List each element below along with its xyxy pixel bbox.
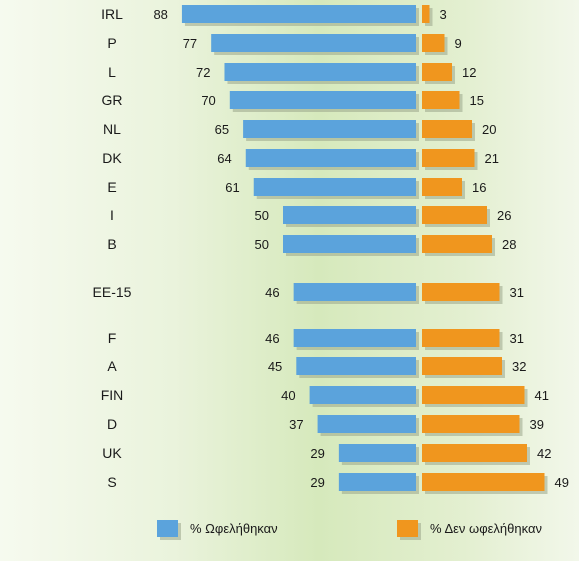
value-label-not-benefited: 20 (482, 122, 496, 137)
country-label: A (107, 358, 117, 374)
country-label: NL (103, 121, 121, 137)
value-label-benefited: 61 (225, 180, 239, 195)
value-label-benefited: 72 (196, 65, 210, 80)
value-label-benefited: 50 (255, 237, 269, 252)
bar-benefited (293, 283, 416, 301)
bar-not-benefited (422, 120, 472, 138)
bar-benefited (253, 178, 416, 196)
bar-not-benefited (422, 178, 462, 196)
country-label: S (107, 474, 116, 490)
value-label-not-benefited: 26 (497, 208, 511, 223)
value-label-benefited: 70 (201, 93, 215, 108)
value-label-not-benefited: 41 (535, 388, 549, 403)
bar-benefited (296, 357, 416, 375)
value-label-benefited: 64 (217, 151, 231, 166)
bar-not-benefited (422, 34, 445, 52)
value-label-benefited: 77 (183, 36, 197, 51)
bar-not-benefited (422, 206, 487, 224)
value-label-benefited: 50 (255, 208, 269, 223)
bar-benefited (224, 63, 416, 81)
bar-not-benefited (422, 5, 430, 23)
legend-swatch-not-benefited (397, 520, 418, 537)
country-label: E (107, 179, 116, 195)
country-label: IRL (101, 6, 123, 22)
bar-not-benefited (422, 386, 525, 404)
bar-benefited (338, 444, 416, 462)
value-label-benefited: 45 (268, 359, 282, 374)
value-label-benefited: 65 (215, 122, 229, 137)
value-label-benefited: 88 (153, 7, 167, 22)
value-label-not-benefited: 21 (485, 151, 499, 166)
bar-benefited (229, 91, 416, 109)
country-label: EE-15 (93, 284, 132, 300)
bar-benefited (211, 34, 416, 52)
bar-not-benefited (422, 357, 502, 375)
country-label: I (110, 207, 114, 223)
value-label-not-benefited: 12 (462, 65, 476, 80)
value-label-not-benefited: 16 (472, 180, 486, 195)
country-label: L (108, 64, 116, 80)
bar-not-benefited (422, 63, 452, 81)
legend-label-not-benefited: % Δεν ωφελήθηκαν (430, 521, 542, 536)
value-label-benefited: 29 (310, 446, 324, 461)
bar-not-benefited (422, 444, 527, 462)
legend-label-benefited: % Ωφελήθηκαν (190, 521, 278, 536)
bar-benefited (338, 473, 416, 491)
country-label: UK (102, 445, 122, 461)
value-label-benefited: 29 (310, 475, 324, 490)
value-label-benefited: 40 (281, 388, 295, 403)
bar-not-benefited (422, 149, 475, 167)
value-label-not-benefited: 39 (530, 417, 544, 432)
value-label-not-benefited: 31 (510, 285, 524, 300)
bar-benefited (293, 329, 416, 347)
value-label-not-benefited: 9 (455, 36, 462, 51)
bar-benefited (243, 120, 416, 138)
country-label: D (107, 416, 117, 432)
country-label: GR (102, 92, 123, 108)
country-label: FIN (101, 387, 124, 403)
value-label-not-benefited: 42 (537, 446, 551, 461)
bar-not-benefited (422, 91, 460, 109)
bar-benefited (181, 5, 416, 23)
bar-benefited (245, 149, 416, 167)
bar-benefited (283, 235, 416, 253)
value-label-not-benefited: 28 (502, 237, 516, 252)
bar-not-benefited (422, 473, 545, 491)
value-label-benefited: 37 (289, 417, 303, 432)
value-label-benefited: 46 (265, 285, 279, 300)
bar-not-benefited (422, 283, 500, 301)
bar-not-benefited (422, 329, 500, 347)
bar-benefited (309, 386, 416, 404)
bar-benefited (283, 206, 416, 224)
value-label-benefited: 46 (265, 331, 279, 346)
value-label-not-benefited: 49 (555, 475, 569, 490)
country-label: F (108, 330, 117, 346)
value-label-not-benefited: 3 (440, 7, 447, 22)
country-label: B (107, 236, 116, 252)
country-label: DK (102, 150, 122, 166)
value-label-not-benefited: 15 (470, 93, 484, 108)
country-label: P (107, 35, 116, 51)
bar-not-benefited (422, 235, 492, 253)
legend-swatch-benefited (157, 520, 178, 537)
value-label-not-benefited: 32 (512, 359, 526, 374)
value-label-not-benefited: 31 (510, 331, 524, 346)
bar-benefited (317, 415, 416, 433)
bar-not-benefited (422, 415, 520, 433)
